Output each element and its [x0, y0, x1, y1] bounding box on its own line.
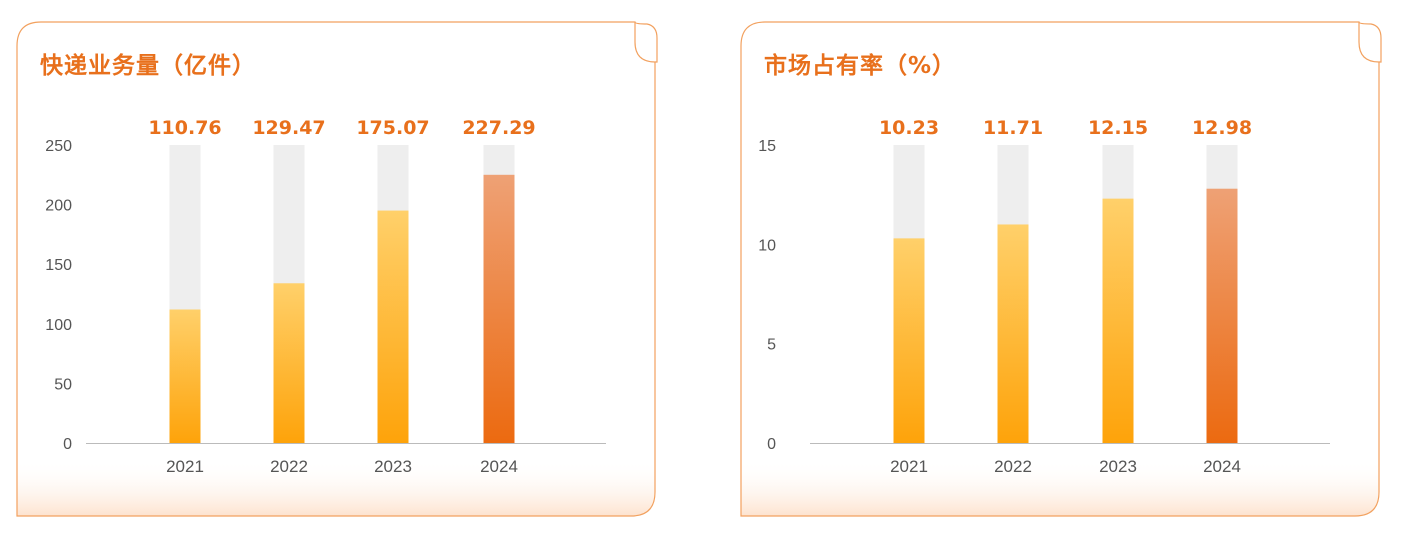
data-label-2023: 12.15: [1088, 117, 1148, 139]
parcel-volume-chart: 0 50 100 150 200 250 110.76 2021 129.47 2022 175.0…: [16, 21, 658, 517]
panel-frame: [16, 21, 656, 517]
y-tick-label: 10: [758, 237, 776, 254]
data-label-2021: 10.23: [879, 117, 939, 139]
y-tick-label: 100: [45, 317, 72, 334]
bar-2021: [169, 309, 201, 443]
x-tick-label-2022: 2022: [270, 457, 308, 476]
panel-bottom-fade: [17, 460, 655, 516]
panel-notch: [1358, 21, 1382, 63]
y-tick-label: 15: [758, 138, 776, 155]
x-tick-label-2021: 2021: [890, 457, 928, 476]
data-label-2022: 11.71: [983, 117, 1043, 139]
x-tick-label-2021: 2021: [166, 457, 204, 476]
chart-title-market-share: 市场占有率（%）: [764, 53, 957, 79]
panel-market-share: 0 5 10 15 10.23 2021 11.71 2022 12.15 2023 12.98 20…: [724, 0, 1407, 536]
bar-2022: [997, 224, 1029, 443]
market-share-chart: 0 5 10 15 10.23 2021 11.71 2022 12.15 2023 12.98 20…: [740, 21, 1382, 517]
y-tick-label: 50: [54, 376, 72, 393]
bar-2024: [483, 174, 515, 444]
y-tick-label: 5: [767, 337, 776, 354]
bar-2024: [1206, 188, 1238, 443]
data-label-2024: 12.98: [1192, 117, 1252, 139]
x-tick-label-2024: 2024: [480, 457, 518, 476]
panel-frame: [740, 21, 1380, 517]
y-tick-label: 250: [45, 138, 72, 155]
panel-parcel-volume: 0 50 100 150 200 250 110.76 2021 129.47 2022 175.0…: [0, 0, 700, 536]
x-tick-label-2022: 2022: [994, 457, 1032, 476]
x-tick-label-2024: 2024: [1203, 457, 1241, 476]
bar-2021: [893, 238, 925, 443]
data-label-2023: 175.07: [356, 117, 429, 139]
data-label-2022: 129.47: [252, 117, 325, 139]
data-label-2024: 227.29: [462, 117, 535, 139]
y-tick-label: 150: [45, 257, 72, 274]
data-label-2021: 110.76: [148, 117, 221, 139]
y-tick-label: 0: [63, 436, 72, 453]
panel-bottom-fade: [741, 460, 1379, 516]
y-tick-label: 200: [45, 198, 72, 215]
bar-2023: [1102, 198, 1134, 443]
x-tick-label-2023: 2023: [374, 457, 412, 476]
x-tick-label-2023: 2023: [1099, 457, 1137, 476]
y-tick-label: 0: [767, 436, 776, 453]
panel-notch: [634, 21, 658, 63]
bar-2023: [377, 210, 409, 443]
chart-title-parcel-volume: 快递业务量（亿件）: [40, 53, 256, 79]
bar-2022: [273, 283, 305, 443]
